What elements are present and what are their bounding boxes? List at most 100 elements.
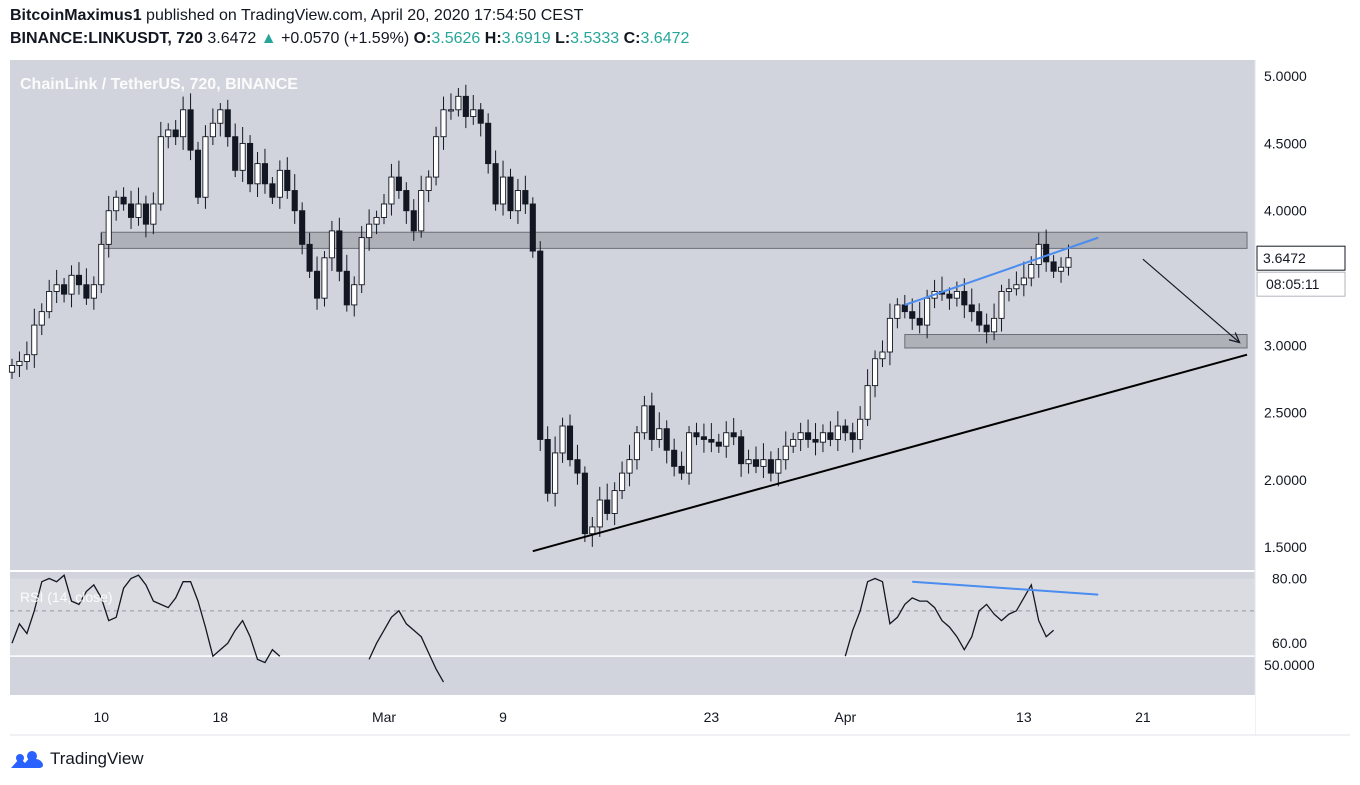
candle-body <box>693 432 700 438</box>
bullish-candle <box>135 187 142 226</box>
candle-body <box>135 203 142 218</box>
bullish-candle <box>98 232 105 294</box>
price-tick-label: 4.0000 <box>1264 203 1307 219</box>
candle-body <box>604 499 611 514</box>
candle-body <box>336 230 343 272</box>
candle-body <box>1035 243 1042 265</box>
candle-body <box>462 95 469 117</box>
candle-body <box>953 291 960 299</box>
bullish-candle <box>998 284 1005 332</box>
candle-body <box>961 291 968 306</box>
bearish-candle <box>752 446 760 474</box>
time-axis <box>10 695 1255 735</box>
bullish-candle <box>626 444 633 487</box>
last-price-tag-value: 3.6472 <box>1263 250 1306 266</box>
candle-body <box>395 176 402 191</box>
bearish-candle <box>299 202 306 255</box>
candle-body <box>410 210 417 232</box>
candle-body <box>98 243 105 286</box>
price-tick-label: 3.0000 <box>1264 337 1307 353</box>
bearish-candle <box>678 451 685 480</box>
cloud-logo-icon <box>11 751 43 768</box>
candle-body <box>805 432 812 440</box>
bullish-candle <box>953 281 960 307</box>
bullish-candle <box>447 93 455 120</box>
bullish-candle <box>209 108 216 146</box>
candle-body <box>455 95 462 111</box>
candle-body <box>894 304 901 319</box>
price-tick-label: 4.5000 <box>1264 135 1307 151</box>
candle-body <box>760 459 767 467</box>
bearish-candle <box>1043 229 1050 272</box>
candle-body <box>752 459 760 467</box>
candle-body <box>864 385 871 420</box>
bullish-candle <box>619 461 626 499</box>
candle-body <box>75 274 83 286</box>
candle-body <box>276 169 283 198</box>
time-tick-label: 13 <box>1016 709 1032 725</box>
author-name[interactable]: BitcoinMaximus1 <box>10 7 142 24</box>
bullish-candle <box>886 303 893 366</box>
bullish-candle <box>589 516 596 547</box>
candle-body <box>477 109 484 124</box>
candle-body <box>165 129 172 138</box>
tradingview-brand: TradingView <box>50 749 144 768</box>
candle-body <box>857 418 864 440</box>
candle-body <box>1005 288 1013 292</box>
candle-body <box>351 284 358 306</box>
bullish-candle <box>991 303 998 341</box>
candle-body <box>678 465 685 474</box>
candle-body <box>1013 284 1020 290</box>
candle-body <box>150 203 157 225</box>
bearish-candle <box>1050 255 1057 278</box>
price-divergence-line <box>904 236 1099 306</box>
bearish-candle <box>492 150 499 211</box>
bullish-candle <box>16 351 23 378</box>
bearish-candle <box>224 99 231 147</box>
candle-body <box>901 304 908 313</box>
candle-body <box>447 109 455 112</box>
bearish-candle <box>604 483 611 521</box>
candle-body <box>708 439 715 443</box>
candle-body <box>648 405 655 440</box>
bearish-candle <box>306 232 313 278</box>
time-tick-label: 10 <box>93 709 109 725</box>
candle-body <box>269 183 276 198</box>
price-tick-label: 5.0000 <box>1264 68 1307 84</box>
bearish-candle <box>194 141 202 204</box>
candle-body <box>574 459 581 474</box>
bearish-candle <box>983 313 990 344</box>
bearish-candle <box>708 423 715 453</box>
candle-body <box>284 169 291 191</box>
candle-body <box>485 122 492 165</box>
candle-body <box>886 317 893 353</box>
candle-body <box>187 109 194 151</box>
candle-body <box>507 176 514 212</box>
candle-body <box>46 291 53 313</box>
price-tick-label: 2.0000 <box>1264 472 1307 488</box>
countdown-value: 08:05:11 <box>1266 276 1320 292</box>
close-value: 3.6472 <box>640 30 690 47</box>
bullish-candle <box>358 226 365 294</box>
candle-body <box>685 432 693 474</box>
bullish-candle <box>894 298 901 329</box>
bullish-candle <box>90 276 97 310</box>
candle-body <box>537 250 544 440</box>
candle-body <box>254 163 261 185</box>
candle-body <box>120 196 127 205</box>
candle-body <box>842 425 849 434</box>
candle-body <box>738 436 745 465</box>
tradingview-logo[interactable]: TradingView <box>8 748 144 770</box>
candle-body <box>209 122 216 138</box>
candle-body <box>194 149 202 198</box>
bullish-candle <box>8 358 16 379</box>
rsi-tick-label: 80.00 <box>1272 570 1307 586</box>
candle-body <box>380 203 388 218</box>
candle-body <box>633 432 641 461</box>
candle-body <box>358 237 365 286</box>
bullish-candle <box>202 125 209 209</box>
high-label: H: <box>484 30 502 47</box>
bullish-candle <box>380 194 388 225</box>
price-change: +0.0570 (+1.59%) <box>281 30 410 47</box>
bearish-candle <box>127 190 135 230</box>
